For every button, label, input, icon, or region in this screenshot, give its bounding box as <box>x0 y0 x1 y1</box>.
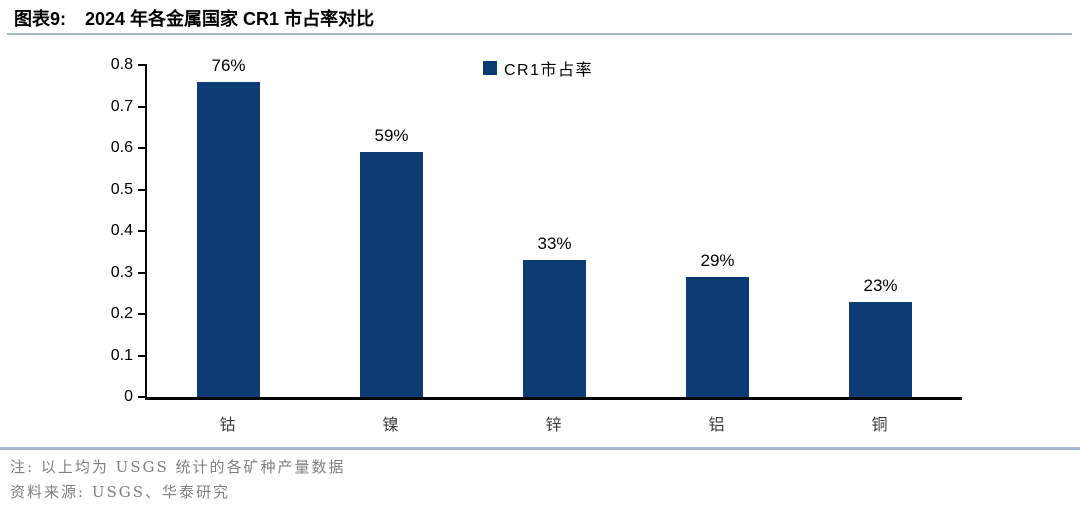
bar-value-label: 29% <box>700 250 735 270</box>
y-axis-tick-mark <box>138 313 147 315</box>
chart-header: 图表9: 2024 年各金属国家 CR1 市占率对比 <box>14 5 374 31</box>
y-axis-tick-label: 0.2 <box>110 305 133 322</box>
bar <box>360 152 423 397</box>
x-axis-category-label: 锌 <box>545 415 564 434</box>
y-axis-tick-mark <box>138 105 147 108</box>
y-axis-tick-label: 0.4 <box>110 222 133 239</box>
y-axis-tick-label: 0.7 <box>110 97 133 115</box>
bar <box>686 276 749 397</box>
y-axis-tick-mark <box>138 354 147 357</box>
legend-label: CR1市占率 <box>504 62 594 79</box>
y-axis-tick-mark <box>138 147 147 149</box>
y-axis-tick-label: 0.5 <box>110 180 133 198</box>
y-axis-tick-label: 0.6 <box>110 139 133 156</box>
y-axis-tick-mark <box>138 230 147 232</box>
note-line: 注: 以上均为 USGS 统计的各矿种产量数据 <box>10 458 346 476</box>
x-axis-category-label: 铜 <box>871 415 890 434</box>
y-axis-tick-mark <box>138 396 147 398</box>
y-axis-tick-mark <box>138 188 147 191</box>
bar <box>523 260 586 397</box>
bar-value-label: 76% <box>211 55 246 75</box>
figure-title: 2024 年各金属国家 CR1 市占率对比 <box>85 9 375 29</box>
bar-value-label: 23% <box>863 275 898 295</box>
footer-divider <box>0 447 1080 450</box>
x-axis-category-label: 铝 <box>708 415 727 434</box>
bar <box>849 301 912 397</box>
figure-label: 图表9: <box>14 9 67 29</box>
y-axis-tick-label: 0.8 <box>110 56 133 73</box>
y-axis-tick-mark <box>138 64 147 66</box>
source-line: 资料来源: USGS、华泰研究 <box>10 483 230 501</box>
x-axis-category-label: 镍 <box>382 415 401 434</box>
y-axis-tick-label: 0.3 <box>110 263 133 281</box>
bar-value-label: 33% <box>537 234 572 254</box>
chart-legend: CR1市占率 <box>483 56 593 80</box>
bar-chart: CR1市占率 0.8 0.7 0.6 0.5 0.4 0.3 0.2 0.1 0 76% 钴 59% 镍… <box>0 40 1080 440</box>
y-axis-tick-label: 0 <box>124 388 133 405</box>
bar <box>197 81 260 397</box>
legend-swatch <box>483 61 497 75</box>
y-axis-tick-mark <box>138 271 147 274</box>
y-axis-tick-label: 0.1 <box>110 346 133 364</box>
header-divider <box>7 33 1072 35</box>
plot-area: 0.8 0.7 0.6 0.5 0.4 0.3 0.2 0.1 0 76% 钴 59% 镍 33% 锌 29%… <box>111 56 962 434</box>
bar-value-label: 59% <box>374 126 409 146</box>
x-axis-category-label: 钴 <box>219 415 238 434</box>
